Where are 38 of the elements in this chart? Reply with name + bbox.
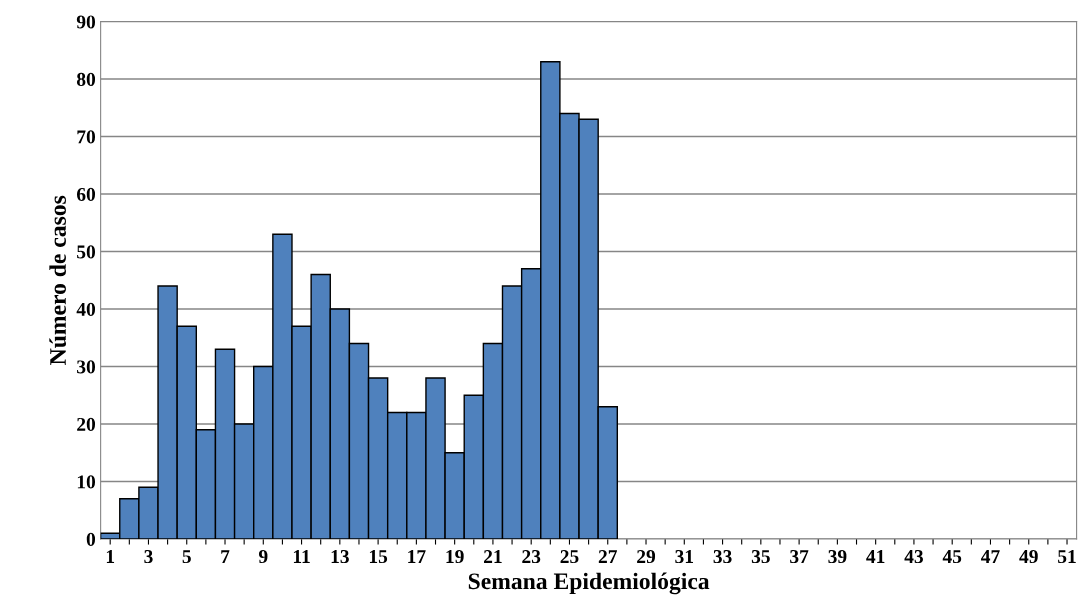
y-tick-label: 10 bbox=[77, 475, 96, 489]
y-tick-label: 90 bbox=[76, 15, 96, 29]
y-tick-label: 80 bbox=[76, 72, 96, 86]
x-tick-label: 15 bbox=[369, 550, 388, 564]
y-tick-label: 0 bbox=[86, 532, 96, 546]
x-tick-label: 29 bbox=[637, 550, 656, 564]
y-tick-label: 70 bbox=[77, 130, 96, 144]
x-tick-label: 13 bbox=[331, 550, 349, 564]
x-tick-label: 3 bbox=[144, 550, 153, 564]
x-tick-label: 21 bbox=[484, 550, 502, 563]
x-tick-label: 43 bbox=[904, 550, 923, 564]
x-tick-label: 1 bbox=[106, 550, 115, 563]
y-tick-label: 40 bbox=[76, 302, 96, 316]
x-tick-label: 11 bbox=[293, 550, 310, 563]
x-tick-label: 31 bbox=[675, 550, 694, 564]
y-tick-label: 60 bbox=[76, 187, 96, 201]
x-tick-label: 51 bbox=[1058, 550, 1076, 564]
x-tick-label: 23 bbox=[522, 550, 541, 564]
x-tick-label: 39 bbox=[828, 550, 847, 564]
x-tick-label: 19 bbox=[446, 550, 464, 564]
x-tick-label: 41 bbox=[866, 550, 885, 563]
y-tick-label: 50 bbox=[77, 245, 96, 259]
x-tick-label: 5 bbox=[182, 550, 191, 564]
x-tick-label: 47 bbox=[981, 550, 1000, 563]
x-tick-label: 37 bbox=[790, 550, 809, 564]
x-tick-label: 49 bbox=[1019, 550, 1038, 564]
x-tick-label: 33 bbox=[713, 550, 732, 564]
x-tick-label: 9 bbox=[258, 550, 268, 564]
x-tick-label: 35 bbox=[751, 550, 770, 564]
x-tick-label: 25 bbox=[560, 550, 579, 564]
y-axis-title: Número de casos bbox=[49, 195, 67, 365]
x-tick-label: 27 bbox=[598, 550, 617, 563]
x-tick-label: 7 bbox=[221, 550, 230, 563]
x-tick-label: 17 bbox=[408, 550, 426, 563]
x-tick-label: 45 bbox=[942, 550, 962, 564]
y-tick-label: 30 bbox=[77, 360, 96, 374]
y-tick-label: 20 bbox=[77, 417, 96, 431]
x-axis-title: Semana Epidemiológica bbox=[468, 572, 710, 595]
